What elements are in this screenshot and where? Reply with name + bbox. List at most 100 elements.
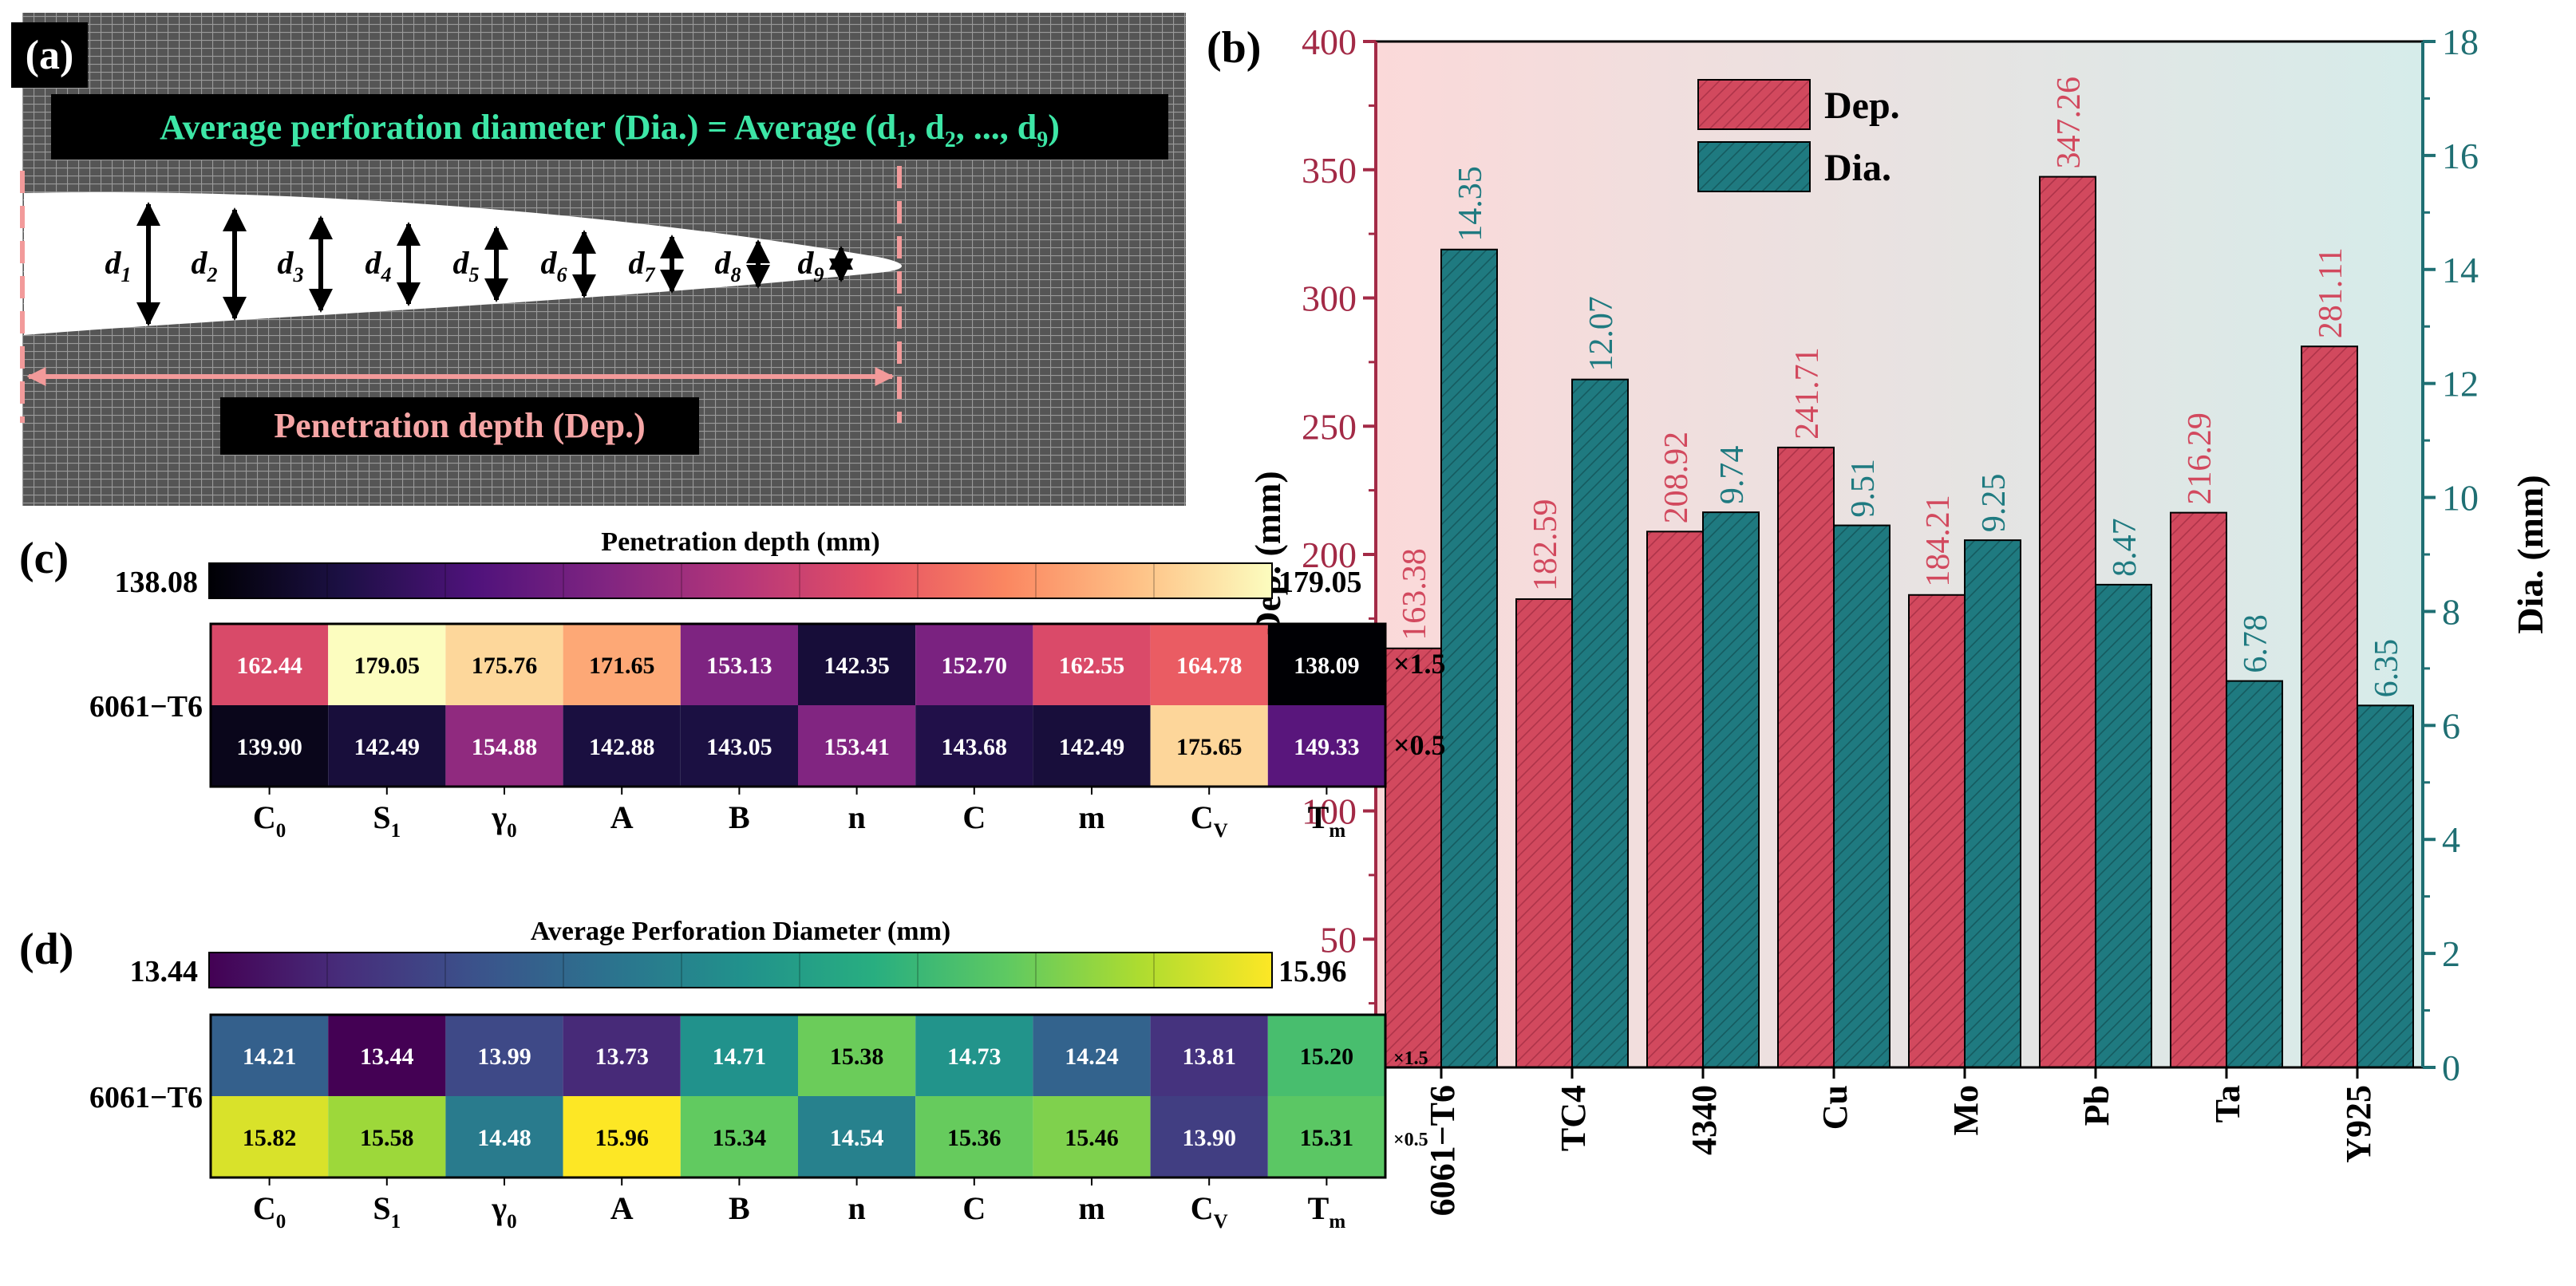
y-right-tick-label: 16 [2442,136,2479,176]
heatmap-cell-value: 171.65 [589,653,655,679]
dia-value-label: 8.47 [2107,518,2143,577]
heatmap-column-label: B [729,1190,750,1226]
heatmap-cell-value: 149.33 [1294,734,1360,760]
heatmap-column-label-sub: m [1329,820,1345,842]
y-right-tick-label: 4 [2442,819,2460,860]
dep-value-label: 281.11 [2313,247,2349,338]
heatmap-column-label-base: m [1078,1190,1104,1226]
dep-value-label: 163.38 [1397,548,1433,641]
diameter-label-sub: 6 [557,263,567,286]
heatmap-column-label-sub: 0 [276,820,286,842]
heatmap-column-label-sub: V [1214,1211,1228,1233]
legend-dep-swatch [1697,79,1811,130]
heatmap-cell [328,624,446,705]
heatmap-cell [1267,705,1385,787]
heatmap-cell [1033,1015,1151,1096]
heatmap-cell [328,1015,446,1096]
heatmap-column-label-base: T [1308,799,1329,835]
diameter-label-base: d [629,245,646,281]
heatmap-column-label: CV [1191,799,1228,842]
dep-value-label: 241.71 [1789,347,1826,440]
heatmap-cell [211,1015,329,1096]
heatmap-cell [211,1096,329,1178]
dia-value-label: 14.35 [1452,166,1489,242]
dep-bar [2039,176,2096,1069]
panel-a: (a) Average perforation diameter (Dia.) … [11,13,1186,506]
heatmap-cell [563,1015,681,1096]
heatmap-cell-value: 14.71 [713,1043,767,1070]
diameter-label-6: d6 [541,245,567,286]
dep-bar [1908,594,1966,1068]
y-left-tick-label: 100 [1302,791,1357,832]
diameter-label-base: d [105,245,122,281]
y-left-tick-label: 400 [1302,22,1357,62]
heatmap-column-label-base: S [373,1190,390,1226]
formula-sub1: 1 [896,128,907,152]
heatmap-column-label-base: A [610,799,634,835]
heatmap-cell-value: 154.88 [472,734,538,760]
heatmap-cell-value: 15.31 [1300,1125,1354,1151]
heatmap-cell-value: 153.13 [706,653,772,679]
heatmap-cell-value: 138.09 [1294,653,1360,679]
heatmap-column-label: m [1078,799,1104,835]
heatmap-cell-value: 143.68 [942,734,1008,760]
dep-bar [1385,647,1442,1068]
heatmap-cell [1150,1096,1268,1178]
depth-label: Penetration depth (Dep.) [274,406,646,445]
heatmap-column-label-sub: 0 [507,820,517,842]
heatmap-column-label-base: C [253,1190,276,1226]
diameter-label-sub: 3 [293,263,304,286]
depth-label-box [220,397,699,455]
legend-dep-label: Dep. [1824,85,1900,127]
heatmap-column-label: Tm [1308,799,1346,842]
y-left-tick-label: 350 [1302,150,1357,191]
heatmap-cell-value: 14.73 [947,1043,1002,1070]
heatmap-column-label-base: n [847,1190,865,1226]
heatmap-column-label: C0 [253,799,286,842]
heatmap-cell [445,1096,563,1178]
x-tick-label: Ta [2208,1085,2247,1122]
heatmap-row-group-label: 6061−T6 [89,690,203,724]
y-right-tick-label: 14 [2442,250,2479,290]
y-right-tick-label: 8 [2442,591,2460,632]
heatmap-cell-value: 175.76 [472,653,538,679]
panel-d-label: (d) [19,925,73,974]
heatmap-cell [211,705,329,787]
diameter-label-2: d2 [192,245,218,286]
dia-bar [1571,378,1629,1069]
heatmap-cell [798,624,916,705]
heatmap-cell [915,1096,1033,1178]
heatmap-cell [445,1015,563,1096]
dep-bar [2170,511,2227,1068]
heatmap-column-label-sub: 0 [507,1211,517,1233]
x-tick-label: 6061−T6 [1423,1085,1462,1216]
heatmap-cell [1033,1096,1151,1178]
y-left-tick-label: 200 [1302,535,1357,575]
heatmap-cell [1150,1015,1268,1096]
heatmap-column-label-sub: 1 [391,1211,401,1233]
formula-sub9: 9 [1037,128,1048,152]
heatmap-cell-value: 14.21 [243,1043,297,1070]
heatmap-cell [563,624,681,705]
dep-value-label: 208.92 [1658,432,1695,524]
formula-end: ) [1048,108,1060,147]
panel-a-label: (a) [26,33,74,78]
heatmap-cell-value: 15.34 [713,1125,767,1151]
diameter-label-sub: 2 [207,263,218,286]
diameter-label-sub: 7 [645,263,656,286]
heatmap-cell-value: 162.44 [236,653,302,679]
heatmap-column-label: S1 [373,1190,401,1233]
heatmap-cell-value: 13.73 [595,1043,649,1070]
heatmap-cell [328,705,446,787]
heatmap-cell-value: 14.48 [477,1125,531,1151]
dia-bar [1702,511,1760,1068]
heatmap-cell-value: 153.41 [824,734,890,760]
formula-sub2: 2 [945,128,956,152]
heatmap-title: Penetration depth (mm) [601,527,879,557]
heatmap-cell-value: 175.65 [1176,734,1243,760]
heatmap-column-label-base: S [373,799,390,835]
x-tick-label: Pb [2077,1085,2116,1126]
diameter-label-7: d7 [629,245,656,286]
heatmap-cell [680,1015,798,1096]
